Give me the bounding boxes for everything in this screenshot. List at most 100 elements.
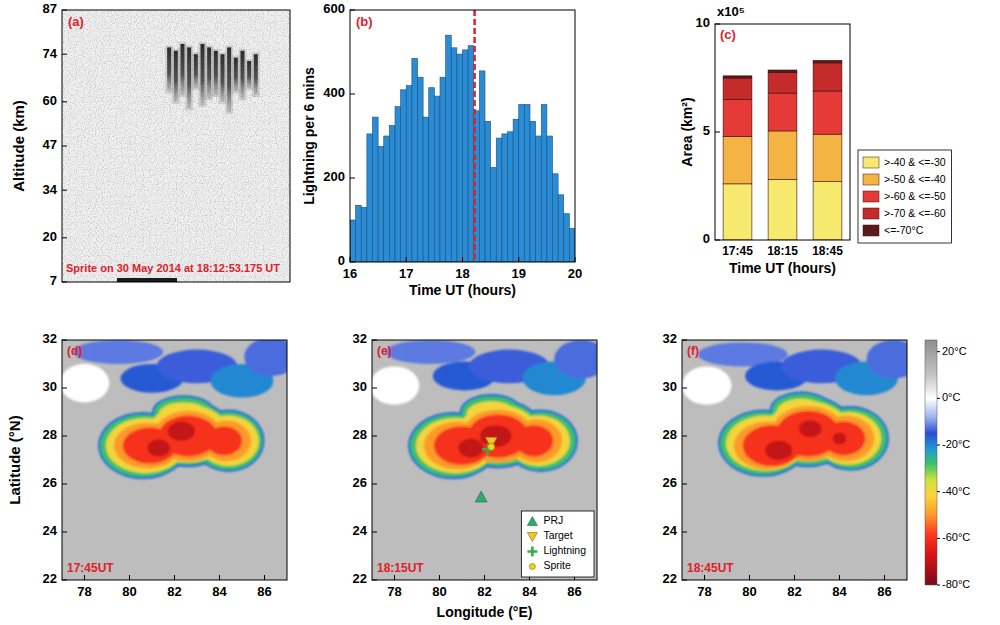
plot-background: [350, 10, 575, 262]
cloud-cell: [833, 432, 847, 444]
axis-title: Lightning per 6 mins: [301, 67, 317, 205]
bar: [446, 35, 452, 262]
tick-label: 0°C: [942, 391, 961, 403]
tick: [406, 257, 407, 262]
bar: [434, 96, 440, 262]
cloud-cell: [480, 425, 512, 447]
tick-label: 84: [522, 584, 537, 599]
legend-label: <=-70°C: [884, 224, 924, 236]
cloud-cell: [765, 441, 792, 460]
tick-label: 20: [43, 229, 57, 244]
tick-label: 28: [43, 427, 57, 442]
tick-label: 30: [43, 379, 57, 394]
bar-segment: [723, 136, 752, 184]
bar: [395, 107, 401, 262]
tick-label: 84: [832, 584, 847, 599]
tick-label: 28: [353, 427, 367, 442]
tick-label: 17: [399, 266, 413, 281]
bar-segment: [768, 93, 797, 131]
sprite-streak: [234, 58, 238, 92]
cloud-cell: [62, 364, 109, 402]
bar: [423, 117, 429, 262]
tick-label: -40°C: [942, 485, 970, 497]
legend-label: Lightning: [543, 544, 586, 556]
tick: [62, 484, 67, 485]
tick-label: 78: [387, 584, 401, 599]
tick: [794, 575, 795, 580]
bar: [541, 105, 547, 263]
plot-background: [715, 24, 850, 240]
bar: [508, 132, 514, 262]
tick: [62, 237, 67, 238]
bar-segment: [723, 76, 752, 78]
point-marker: [475, 491, 487, 502]
bar-segment: [813, 134, 842, 182]
bar: [401, 90, 407, 262]
tick: [62, 190, 67, 191]
tick: [937, 398, 940, 399]
panel-label: (b): [356, 14, 373, 29]
tick: [372, 484, 377, 485]
tick-label: 0: [703, 231, 710, 246]
axis-title: Altitude (km): [10, 100, 27, 192]
bar: [496, 138, 502, 262]
sprite-streak: [207, 47, 211, 98]
bar: [373, 117, 379, 262]
legend-label: >-60 & <=-50: [884, 190, 946, 202]
tick-label: 34: [43, 182, 58, 197]
tick: [682, 388, 687, 389]
bar-segment: [768, 70, 797, 73]
tick: [682, 580, 687, 581]
sprite-streak: [167, 47, 171, 91]
map-area: [62, 340, 287, 580]
bar: [457, 54, 463, 262]
panel-b: 16171819200200400600Time UT (hours)Light…: [301, 1, 583, 298]
sprite-streak: [254, 54, 258, 95]
sprite-streak: [214, 51, 218, 95]
ground-lights: [117, 278, 177, 282]
tick-label: 84: [212, 584, 227, 599]
bar-segment: [723, 184, 752, 240]
bar: [558, 195, 564, 262]
tick: [372, 436, 377, 437]
bar: [384, 136, 390, 262]
frame: [682, 340, 907, 580]
tick-label: 22: [663, 571, 677, 586]
tick-label: 20°C: [942, 345, 967, 357]
tick-label: 32: [663, 331, 677, 346]
map-area: [682, 340, 907, 580]
tick-label: 26: [43, 475, 57, 490]
map-area: [372, 340, 597, 580]
tick-label: 80: [742, 584, 756, 599]
panel-c: 17:4518:1518:450510x10⁵Time UT (hours)Ar…: [679, 4, 952, 276]
axis-title: Time UT (hours): [729, 260, 836, 276]
tick: [715, 132, 720, 133]
cloud-cell: [148, 440, 171, 457]
tick: [62, 580, 67, 581]
cloud-cell: [867, 340, 908, 378]
frame: [62, 10, 290, 282]
sprite-streak: [240, 51, 244, 99]
tick-label: 28: [663, 427, 677, 442]
tick: [682, 484, 687, 485]
legend-label: PRJ: [543, 514, 563, 526]
tick: [62, 101, 67, 102]
tick: [62, 388, 67, 389]
tick-label: 19: [512, 266, 526, 281]
bar: [502, 134, 508, 262]
bar: [451, 48, 457, 262]
tick: [264, 575, 265, 580]
tick: [350, 178, 355, 179]
axis-multiplier: x10⁵: [717, 4, 745, 19]
bar-segment: [723, 78, 752, 100]
cloud-cell: [386, 340, 476, 364]
point-marker: [482, 443, 494, 455]
tick-label: 32: [353, 331, 367, 346]
tick: [219, 575, 220, 580]
tick-label: 22: [43, 571, 57, 586]
panel-label: (f): [687, 344, 699, 358]
tick: [749, 575, 750, 580]
tick-label: 26: [663, 475, 677, 490]
tick-label: 32: [43, 331, 57, 346]
cloud-cell: [244, 340, 287, 376]
